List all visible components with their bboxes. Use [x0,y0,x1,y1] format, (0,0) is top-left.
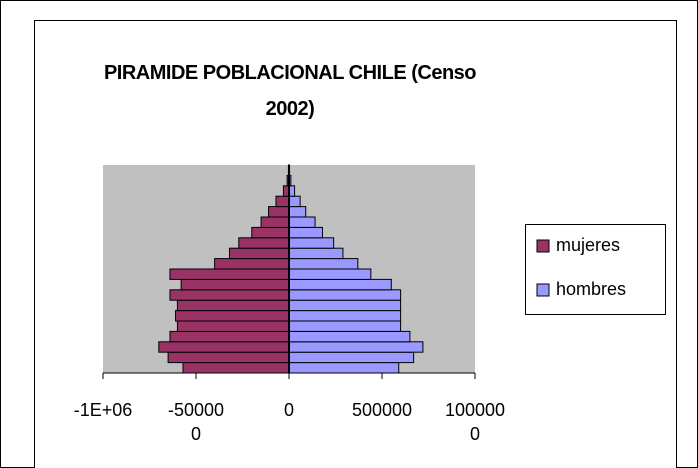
legend-label: mujeres [556,235,620,255]
x-tick-label-box: 0 [283,400,294,420]
bar [288,206,307,218]
bar [176,320,290,332]
x-tick-label: -1E+06 [73,400,133,420]
bar [288,226,323,239]
title-box: PIRAMIDE POBLACIONAL CHILE (Censo 2002) [103,62,477,120]
bar [288,237,335,249]
bar [176,299,290,312]
bar [175,310,290,322]
x-tick-label-box: 500000 [351,400,413,420]
legend-swatch [536,239,550,253]
bar [288,310,402,322]
bar [288,289,402,301]
bar [169,268,290,280]
x-tick-label: -500000 [167,400,225,444]
x-tick-label-box: -500000 [167,400,225,444]
bar [288,320,402,332]
legend-swatch [536,283,550,297]
bar [288,299,402,312]
bar [169,289,290,301]
x-tick-label: 0 [283,400,294,420]
x-tick-label-box: -1E+06 [73,400,133,420]
bar [182,362,290,374]
x-tick-label: 500000 [351,400,413,420]
bar [268,206,290,218]
bar [288,258,359,270]
x-tick-label-box: 1000000 [444,400,506,444]
x-tick-label: 1000000 [444,400,506,444]
bar [238,237,290,249]
bar [288,278,392,291]
bar [288,341,424,353]
bar [288,216,316,228]
bar [288,351,415,364]
bar [288,195,301,208]
bar [288,268,372,280]
bar [167,351,290,364]
bar [275,195,290,208]
legend-label: hombres [556,279,626,299]
bar [288,362,400,374]
bar [228,247,290,260]
bar [169,330,290,343]
bar [158,341,290,353]
bar [288,330,411,343]
bar [251,226,290,239]
bar [214,258,290,270]
bar [288,247,344,260]
bar [180,278,290,291]
bar [260,216,290,228]
chart-title: PIRAMIDE POBLACIONAL CHILE (Censo 2002) [103,62,477,120]
